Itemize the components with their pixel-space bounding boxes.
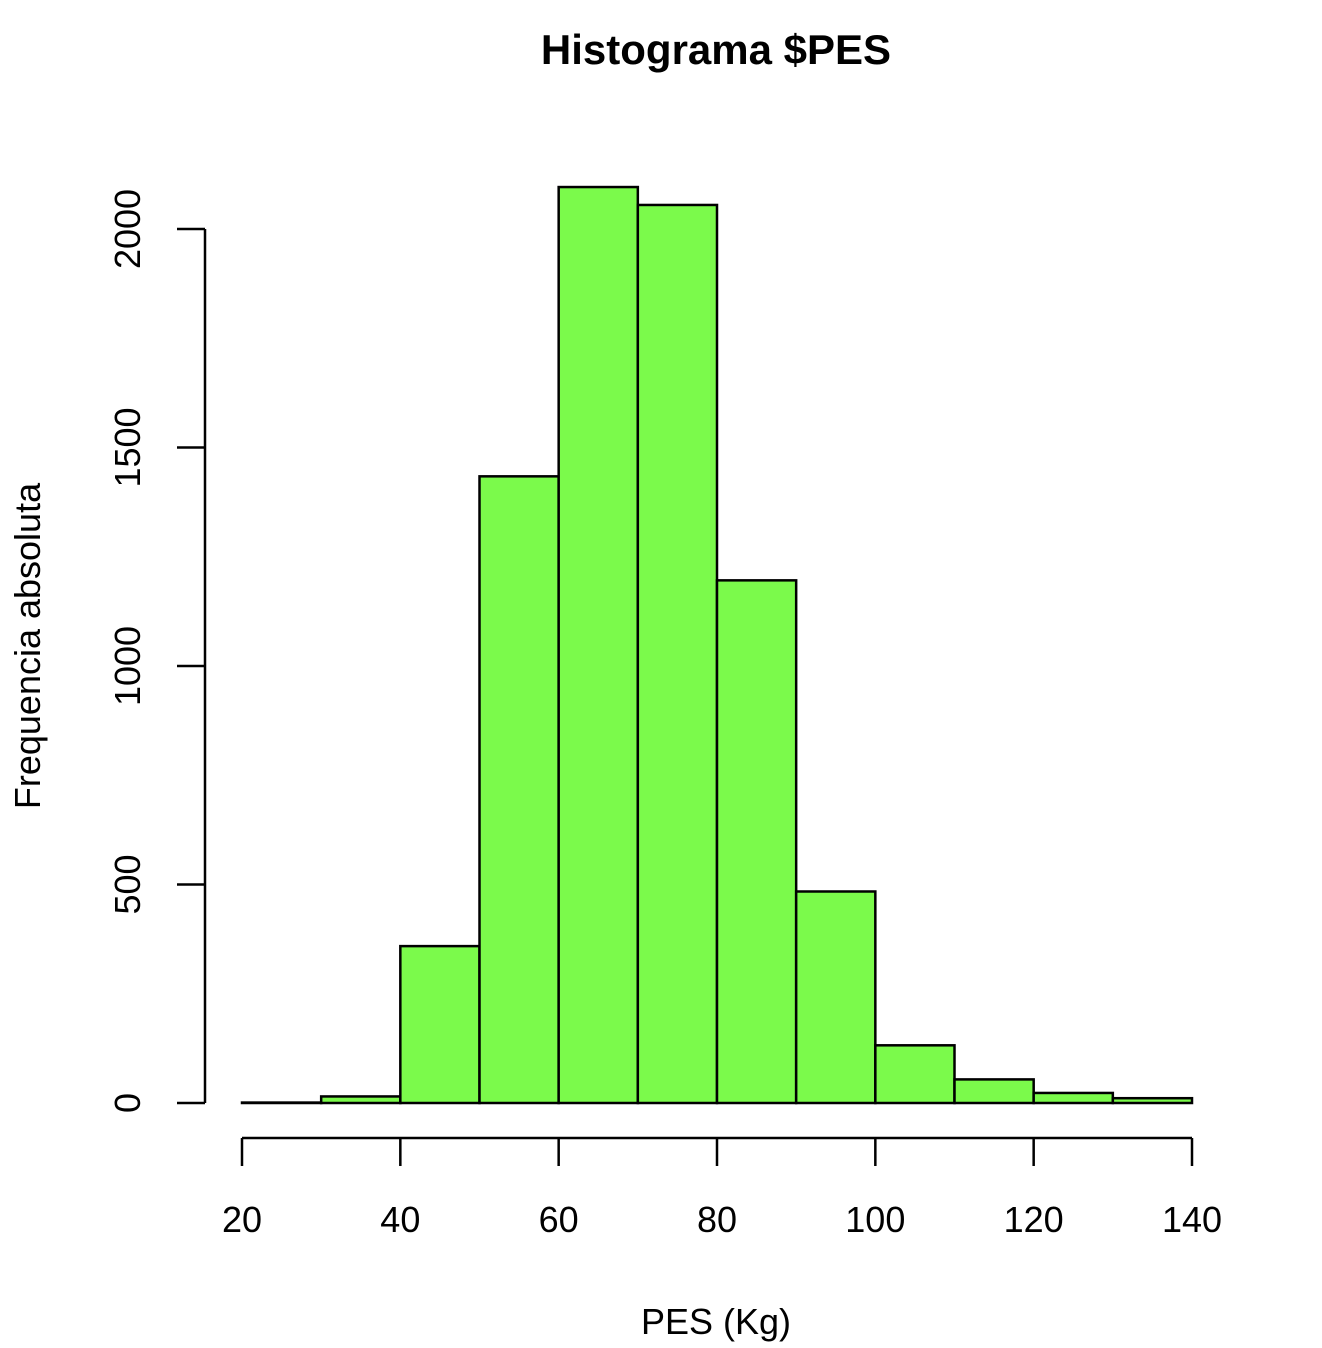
histogram-bar xyxy=(557,185,640,1105)
histogram-bar xyxy=(715,579,798,1105)
y-axis: 0 500 1000 1500 2000 xyxy=(107,189,207,1113)
x-tick-label: 80 xyxy=(697,1199,737,1240)
x-tick-label: 60 xyxy=(539,1199,579,1240)
histogram-bar xyxy=(874,1044,956,1105)
x-tick-label: 100 xyxy=(845,1199,905,1240)
y-tick-label: 1000 xyxy=(107,626,148,706)
y-tick-label: 2000 xyxy=(107,189,148,269)
histogram-bar xyxy=(319,1095,402,1105)
chart-title: Histograma $PES xyxy=(541,26,891,73)
y-axis-label: Frequencia absoluta xyxy=(7,482,48,809)
y-tick-label: 500 xyxy=(107,854,148,914)
y-tick-label: 0 xyxy=(107,1093,148,1113)
histogram-bar xyxy=(399,944,481,1105)
x-tick-label: 140 xyxy=(1162,1199,1222,1240)
x-tick-label: 120 xyxy=(1004,1199,1064,1240)
x-tick-label: 40 xyxy=(380,1199,420,1240)
x-axis-label: PES (Kg) xyxy=(641,1301,791,1342)
histogram-bar xyxy=(636,203,719,1105)
histogram-bar xyxy=(953,1078,1035,1105)
y-tick-label: 1500 xyxy=(107,407,148,487)
histogram-bar xyxy=(794,890,877,1105)
x-tick-label: 20 xyxy=(222,1199,262,1240)
histogram-bar xyxy=(1032,1091,1115,1105)
histogram-bars xyxy=(240,185,1194,1105)
histogram-bar xyxy=(478,475,560,1105)
x-axis: 20 40 60 80 100 120 140 xyxy=(222,1136,1222,1240)
histogram-bar xyxy=(1111,1096,1194,1105)
